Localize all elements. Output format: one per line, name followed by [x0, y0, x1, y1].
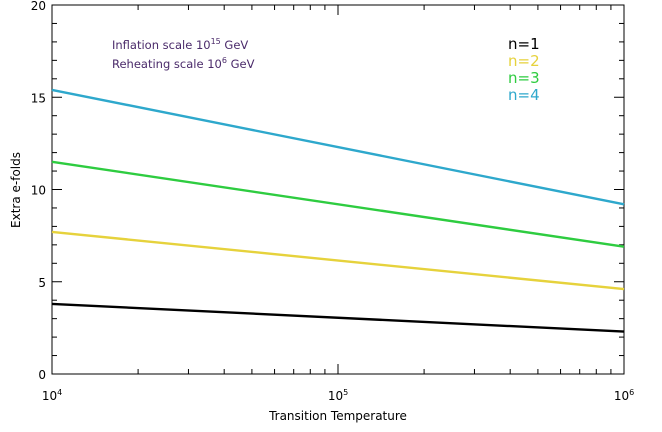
svg-text:Inflation scale 1015 GeV: Inflation scale 1015 GeV — [112, 37, 248, 52]
series-lines — [51, 88, 625, 333]
legend-entry-n-1: n=1 — [508, 35, 540, 53]
y-tick-label: 20 — [31, 0, 46, 13]
x-tick-label-base: 10 — [614, 389, 629, 403]
y-tick-labels: 0 5 10 15 20 — [31, 0, 46, 382]
x-axis-title: Transition Temperature — [268, 409, 407, 423]
legend-entry-n-2: n=2 — [508, 52, 540, 70]
annotation-inflation-sup: 15 — [211, 37, 221, 46]
legend-entry-n-3: n=3 — [508, 69, 540, 87]
y-axis-title: Extra e-folds — [9, 152, 23, 228]
x-tick-label: 104 — [42, 388, 62, 403]
y-tick-label: 0 — [38, 368, 46, 382]
series-line-n-4 — [51, 88, 625, 206]
series-line-n-2 — [51, 230, 625, 291]
svg-text:Reheating scale 106 GeV: Reheating scale 106 GeV — [112, 56, 255, 71]
series-line-n-1 — [51, 302, 625, 333]
x-tick-labels: 104 105 106 — [42, 388, 634, 403]
annotation-inflation-text: Inflation scale 10 — [112, 38, 211, 52]
x-tick-label: 106 — [614, 388, 634, 403]
y-tick-label: 5 — [38, 276, 46, 290]
annotation-reheating: Reheating scale 106 GeV — [112, 56, 255, 71]
series-line-n-3 — [51, 160, 625, 248]
annotation-reheating-sup: 6 — [222, 56, 227, 65]
legend-entry-n-4: n=4 — [508, 86, 540, 104]
x-tick-label-exp: 4 — [57, 388, 62, 397]
x-tick-label-exp: 6 — [629, 388, 634, 397]
annotation-reheating-suffix: GeV — [227, 57, 255, 71]
y-tick-label: 15 — [31, 91, 46, 105]
annotation-inflation-suffix: GeV — [221, 38, 249, 52]
y-tick-label: 10 — [31, 184, 46, 198]
annotation-inflation: Inflation scale 1015 GeV — [112, 37, 248, 52]
x-tick-label-base: 10 — [42, 389, 57, 403]
x-tick-label-exp: 5 — [343, 388, 348, 397]
x-tick-label-base: 10 — [328, 389, 343, 403]
annotation-reheating-text: Reheating scale 10 — [112, 57, 222, 71]
axis-ticks — [51, 4, 625, 375]
x-tick-label: 105 — [328, 388, 348, 403]
legend: n=1n=2n=3n=4 — [508, 35, 540, 104]
